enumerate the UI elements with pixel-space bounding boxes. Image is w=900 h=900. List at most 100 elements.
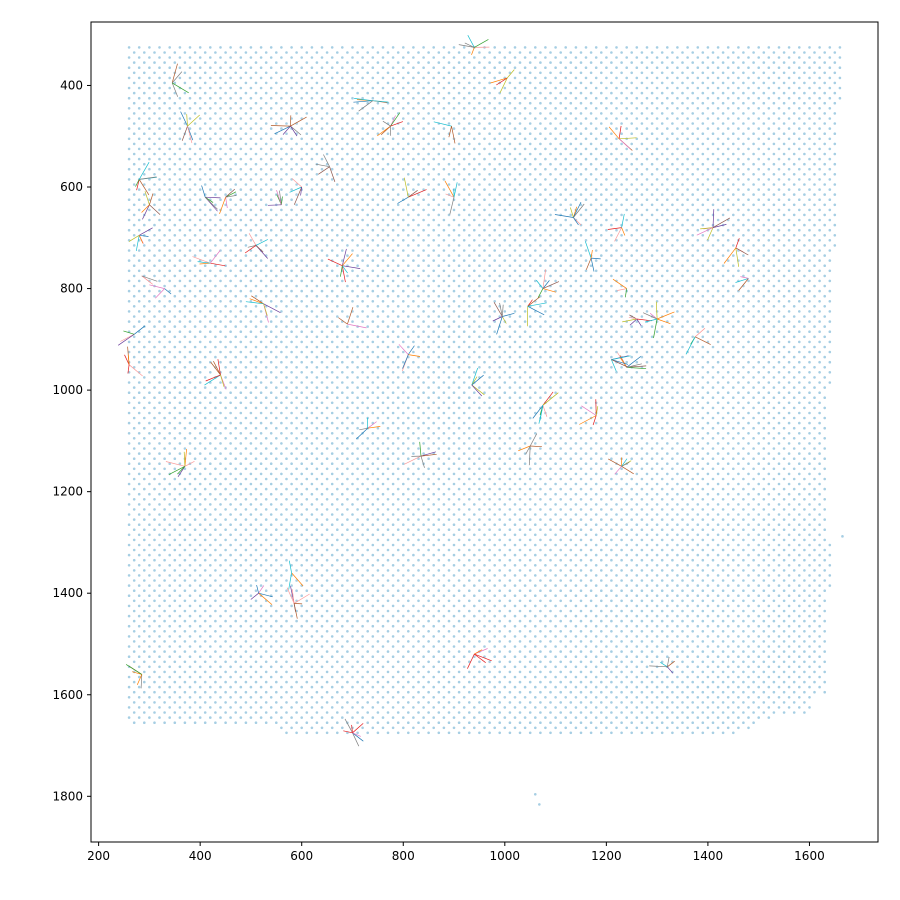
spot [269, 340, 273, 344]
spot [427, 173, 430, 176]
spot [539, 305, 542, 308]
spot [478, 366, 481, 369]
spot [361, 218, 364, 222]
spot [650, 193, 654, 196]
spot [549, 203, 552, 207]
spot [132, 112, 136, 115]
spot [818, 300, 821, 303]
spot [127, 167, 131, 171]
spot [777, 371, 781, 374]
spot [325, 193, 329, 196]
spot [132, 183, 136, 186]
spot [630, 213, 633, 217]
spot [127, 310, 131, 313]
spot [219, 56, 222, 59]
spot [716, 178, 720, 181]
spot [214, 386, 217, 389]
spot [168, 239, 171, 242]
spot [407, 325, 410, 328]
spot [534, 188, 537, 191]
spot [660, 305, 664, 308]
spot [635, 107, 639, 110]
spot [645, 228, 649, 232]
spot [341, 371, 344, 374]
spot [686, 198, 689, 201]
spot [833, 183, 837, 186]
spot [244, 132, 248, 135]
spot [630, 91, 633, 95]
spot [615, 320, 618, 323]
spot [442, 96, 446, 100]
spot [701, 376, 705, 379]
spot [833, 152, 837, 156]
spot [254, 254, 258, 257]
spot [381, 360, 385, 364]
spot [254, 142, 258, 146]
spot [762, 152, 766, 156]
spot [452, 86, 456, 90]
spot [407, 152, 410, 156]
spot [381, 127, 385, 130]
spot [259, 350, 263, 354]
spot [412, 279, 415, 283]
spot [310, 289, 314, 293]
spot [427, 274, 430, 278]
spot [544, 350, 547, 354]
spot [132, 61, 136, 64]
spot [264, 284, 268, 288]
spot [681, 122, 684, 125]
spot [605, 178, 608, 181]
spot [183, 366, 187, 369]
spot [777, 86, 781, 90]
spot [701, 152, 705, 156]
spot [442, 228, 446, 232]
spot [127, 269, 131, 273]
spot [569, 355, 573, 359]
spot [153, 51, 156, 54]
spot [574, 330, 578, 334]
spot [214, 284, 217, 288]
spot [655, 289, 659, 293]
spot [143, 112, 146, 115]
spot [757, 350, 760, 354]
spot [589, 345, 593, 349]
spot [813, 81, 816, 85]
spot [579, 132, 583, 135]
spot [163, 315, 166, 318]
spot [341, 381, 344, 384]
spot [457, 132, 461, 135]
spot [315, 112, 319, 115]
spot [325, 183, 329, 186]
spot [376, 254, 380, 257]
spot [437, 183, 441, 186]
spot [798, 56, 801, 59]
spot [198, 300, 202, 303]
spot [127, 137, 131, 141]
spot [554, 137, 557, 141]
spot [163, 213, 166, 217]
spot [528, 183, 532, 186]
spot [584, 137, 588, 141]
spot [407, 366, 410, 369]
spot [300, 371, 304, 374]
spot [249, 46, 253, 49]
spot [681, 183, 684, 186]
spot [798, 157, 801, 161]
spot [366, 61, 370, 64]
spot [737, 76, 740, 80]
spot [620, 294, 623, 298]
spot [650, 325, 654, 328]
spot [249, 66, 253, 69]
spot [792, 101, 796, 105]
spot [432, 208, 436, 212]
spot [620, 315, 623, 318]
spot [402, 208, 405, 212]
spot [544, 279, 547, 283]
spot [224, 223, 227, 227]
spot [412, 157, 415, 161]
spot [630, 173, 633, 176]
spot [325, 142, 329, 146]
spot [528, 325, 532, 328]
spot [188, 350, 192, 354]
spot [356, 51, 359, 54]
